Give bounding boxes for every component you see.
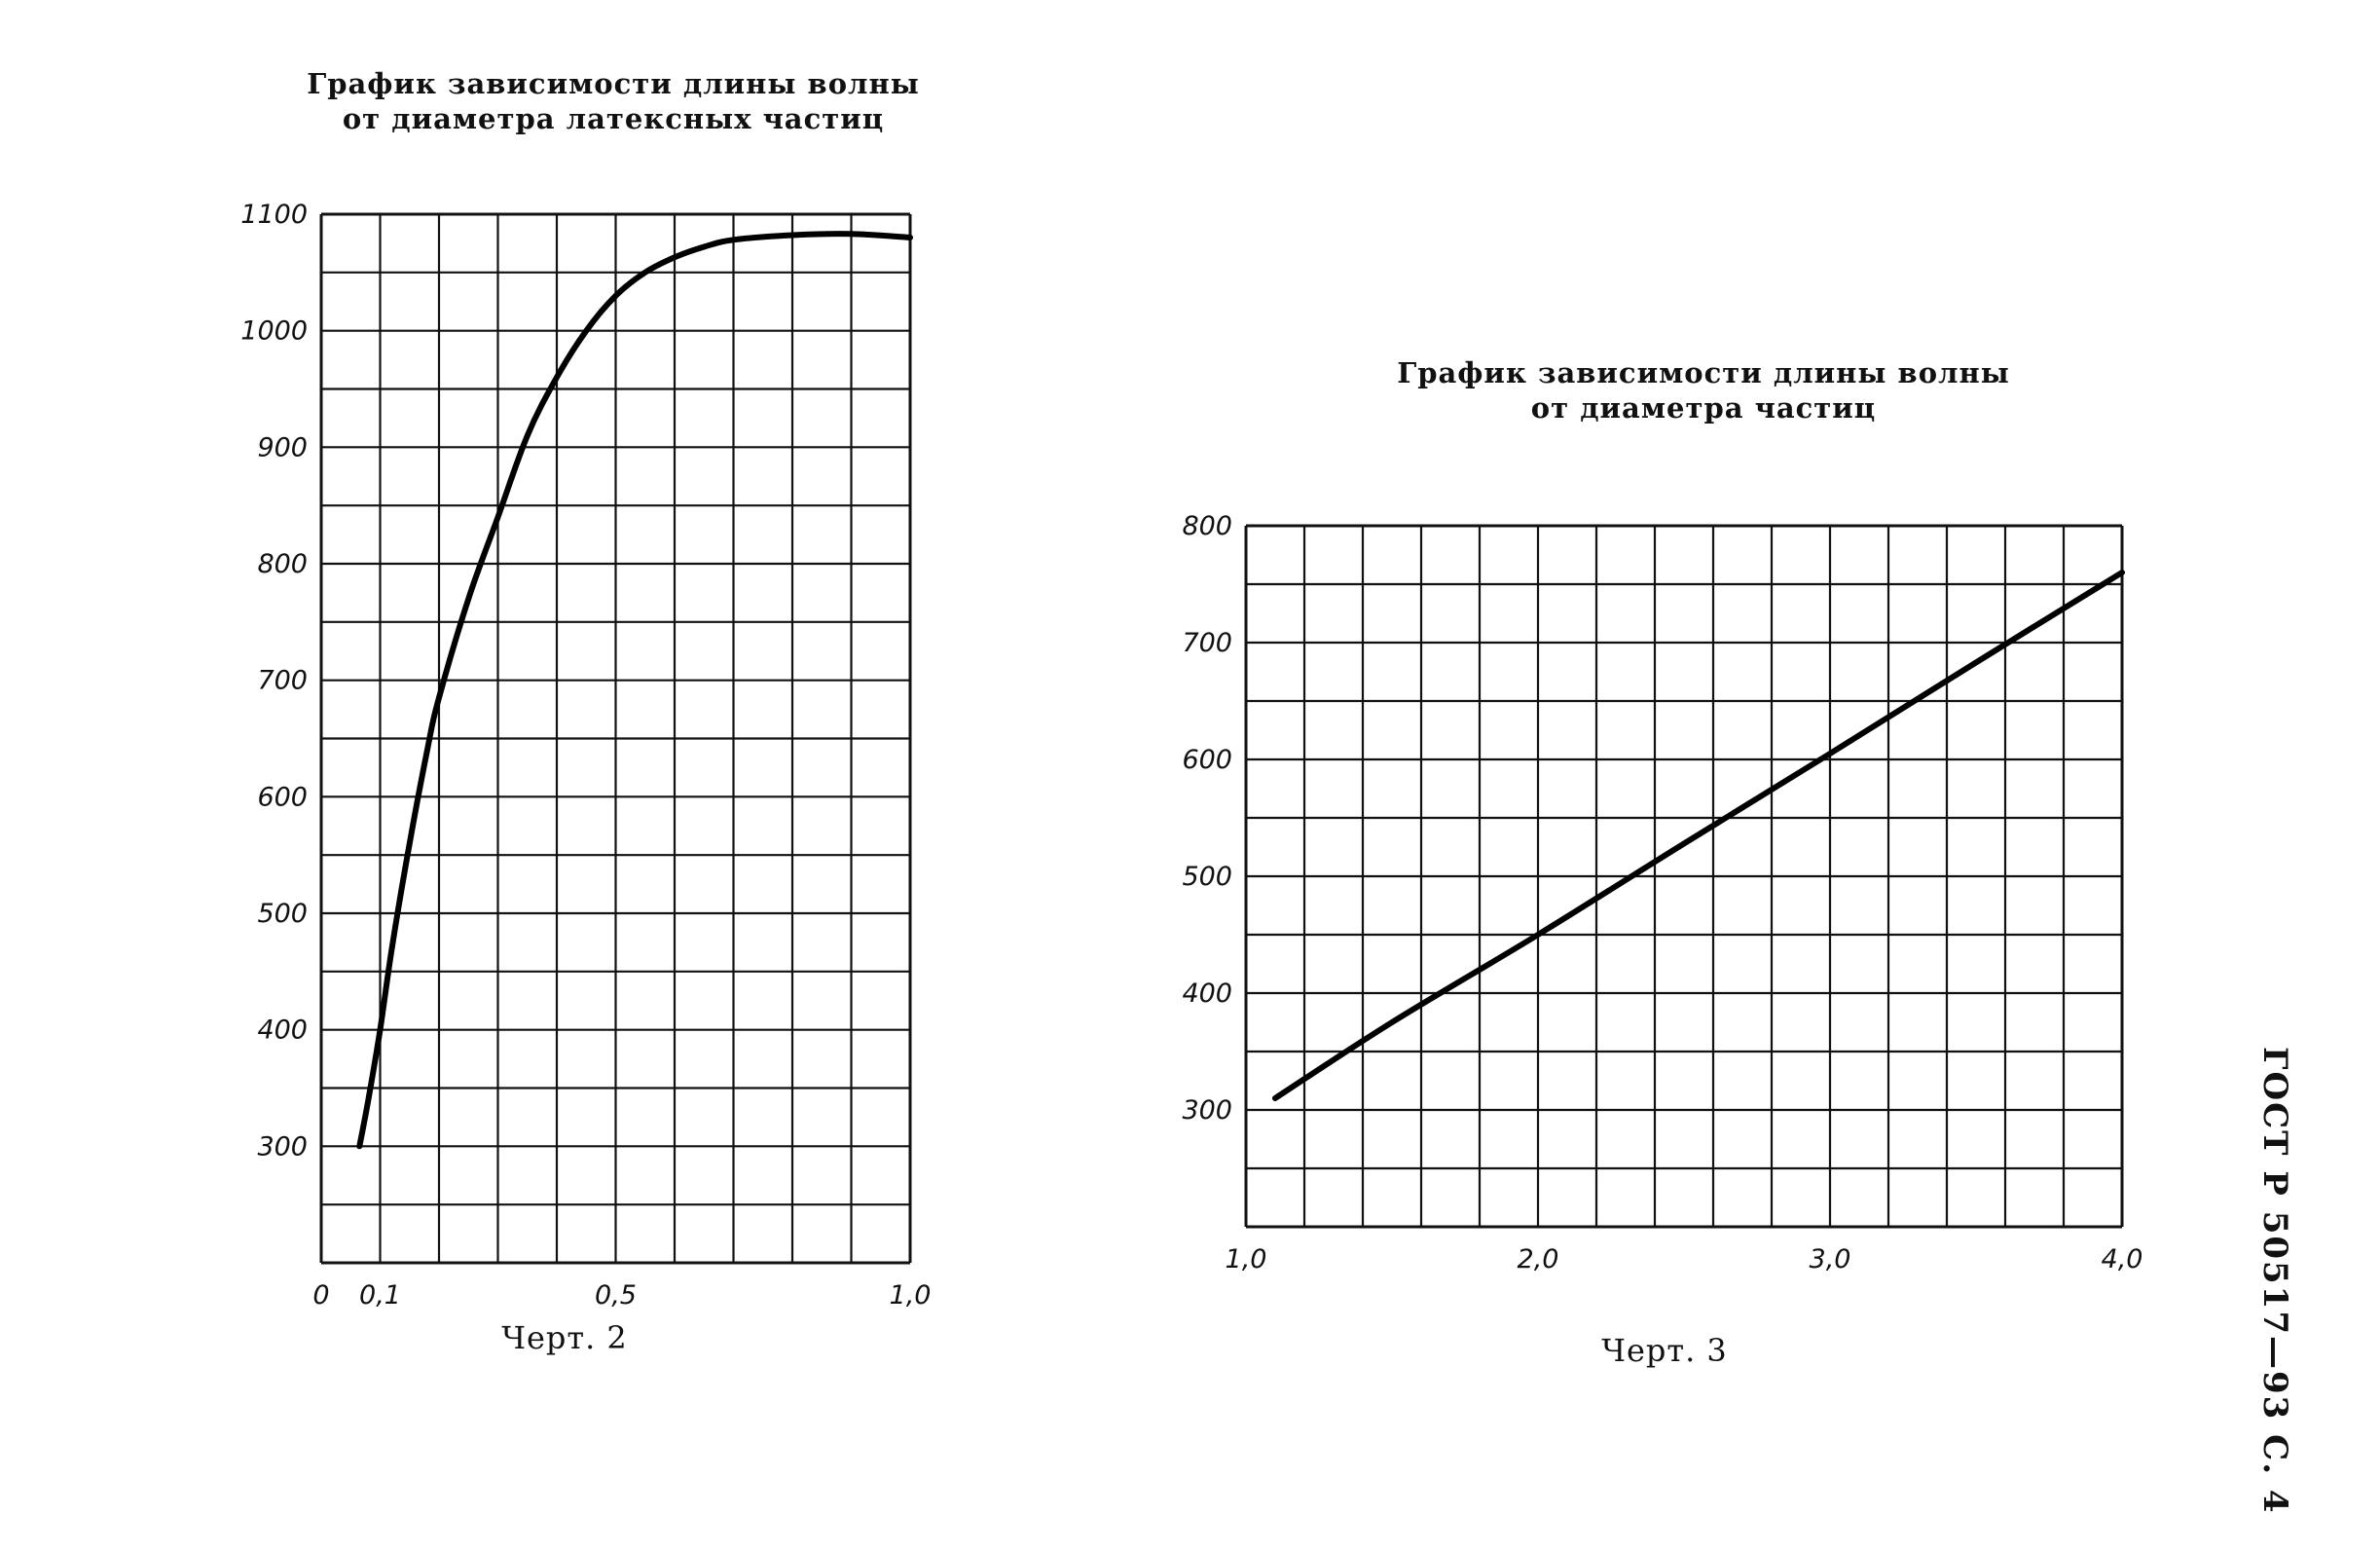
chart2-y-tick-label: 700 bbox=[1182, 628, 1232, 658]
chart2-title-line2: от диаметра частиц bbox=[1530, 391, 1877, 425]
chart2-x-tick-label: 2,0 bbox=[1518, 1244, 1559, 1274]
chart1-title-line2: от диаметра латексных частиц bbox=[342, 102, 885, 135]
chart2-y-tick-label: 400 bbox=[1182, 979, 1232, 1009]
chart2-y-tick-label: 600 bbox=[1182, 745, 1232, 775]
chart1-y-tick-label: 800 bbox=[257, 549, 308, 579]
chart1-x-tick-label: 0,5 bbox=[595, 1280, 637, 1311]
chart1-x-tick-label: 1,0 bbox=[890, 1280, 932, 1311]
chart1-x-tick-label: 0 bbox=[312, 1280, 329, 1311]
chart2-y-tick-label: 300 bbox=[1182, 1095, 1232, 1126]
chart1-y-tick-label: 1000 bbox=[240, 316, 308, 347]
chart2-x-tick-label: 4,0 bbox=[2102, 1244, 2143, 1274]
chart1-title-line1: График зависимости длины волны bbox=[307, 67, 920, 100]
chart1-y-tick-label: 600 bbox=[257, 782, 308, 812]
chart1-caption: Черт. 2 bbox=[501, 1319, 628, 1356]
chart1-y-tick-label: 300 bbox=[257, 1131, 308, 1162]
chart2-caption: Черт. 3 bbox=[1601, 1332, 1728, 1369]
chart1-x-tick-label: 0,1 bbox=[359, 1280, 401, 1311]
chart2-plot: 300 400 500 600 700 800 1,0 2,0 3,0 4,0 bbox=[1182, 511, 2142, 1274]
chart1-y-tick-label: 400 bbox=[257, 1016, 308, 1046]
chart1-y-tick-label: 500 bbox=[257, 899, 308, 929]
chart1-plot: 300 400 500 600 700 800 900 1000 1100 0 0,1 0,5 1,0 bbox=[240, 200, 931, 1311]
chart1-series-line bbox=[356, 231, 913, 1150]
chart2-title-line1: График зависимости длины волны bbox=[1397, 356, 2010, 389]
chart2-series-line bbox=[1272, 570, 2125, 1101]
chart2-x-tick-label: 1,0 bbox=[1226, 1244, 1267, 1274]
chart2-title: График зависимости длины волны от диамет… bbox=[1343, 355, 2064, 425]
document-side-label: ГОСТ Р 50517—93 С. 4 bbox=[2255, 1047, 2294, 1515]
chart2-y-tick-label: 800 bbox=[1182, 511, 1232, 541]
chart1-title: График зависимости длины волны от диамет… bbox=[263, 66, 964, 136]
chart1-y-tick-label: 900 bbox=[257, 432, 308, 462]
chart1-y-tick-label: 1100 bbox=[240, 200, 308, 230]
chart2-x-tick-label: 3,0 bbox=[1810, 1244, 1851, 1274]
chart2-y-tick-label: 500 bbox=[1182, 862, 1232, 892]
chart1-y-tick-label: 700 bbox=[257, 666, 308, 696]
